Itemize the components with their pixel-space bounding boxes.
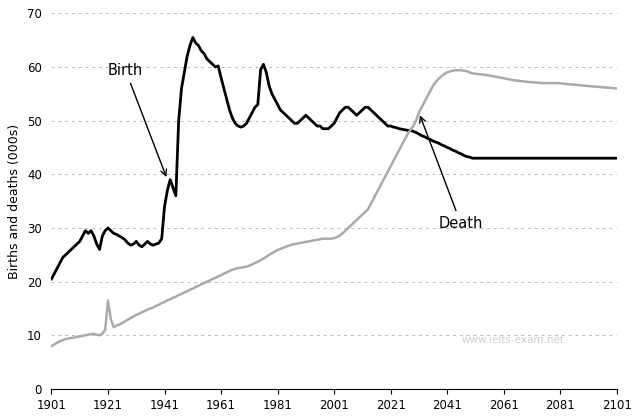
Text: Death: Death bbox=[420, 117, 483, 231]
Text: www.ielts-exam.net: www.ielts-exam.net bbox=[461, 335, 564, 345]
Y-axis label: Births and deaths (000s): Births and deaths (000s) bbox=[8, 123, 21, 279]
Text: Birth: Birth bbox=[108, 63, 166, 176]
